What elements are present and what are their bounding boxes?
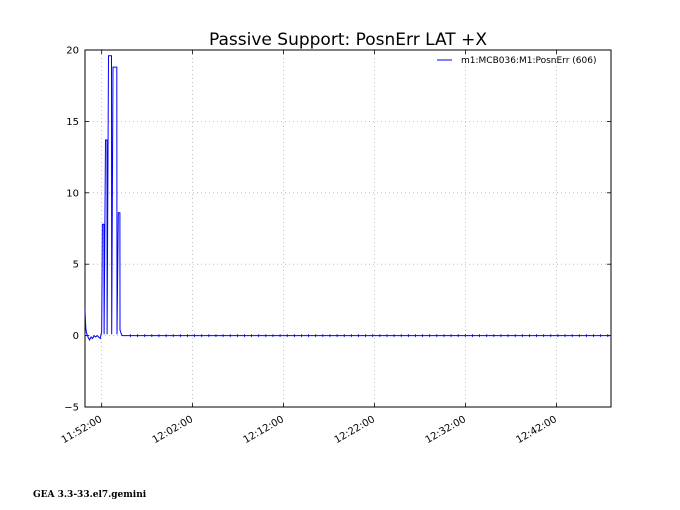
axes: 20 15 10 5 0 −511:52:00 12:02:00 12:12:00 12:22:… xyxy=(60,46,612,446)
y-tick-label: 20 xyxy=(66,46,79,57)
y-tick-label: 0 xyxy=(73,331,79,342)
legend: m1:MCB036:M1:PosnErr (606) xyxy=(437,56,596,66)
y-tick-label: 15 xyxy=(66,117,79,128)
x-tick-label: 12:12:00 xyxy=(242,414,286,446)
version-footer: GEA 3.3-33.el7.gemini xyxy=(33,490,147,500)
x-tick-label: 12:02:00 xyxy=(151,414,195,446)
legend-label: m1:MCB036:M1:PosnErr (606) xyxy=(461,56,596,66)
x-tick-label: 12:22:00 xyxy=(333,414,377,446)
x-tick-label: 11:52:00 xyxy=(60,414,104,446)
chart-title: Passive Support: PosnErr LAT +X xyxy=(209,30,487,50)
plot-frame xyxy=(84,49,612,408)
series-line xyxy=(84,55,611,341)
grid xyxy=(85,50,611,407)
x-tick-label: 12:42:00 xyxy=(515,414,559,446)
y-tick-label: 5 xyxy=(73,260,79,271)
y-tick-label: −5 xyxy=(64,403,79,414)
y-tick-label: 10 xyxy=(66,188,79,199)
x-tick-label: 12:32:00 xyxy=(424,414,468,446)
series-layer xyxy=(84,55,611,341)
